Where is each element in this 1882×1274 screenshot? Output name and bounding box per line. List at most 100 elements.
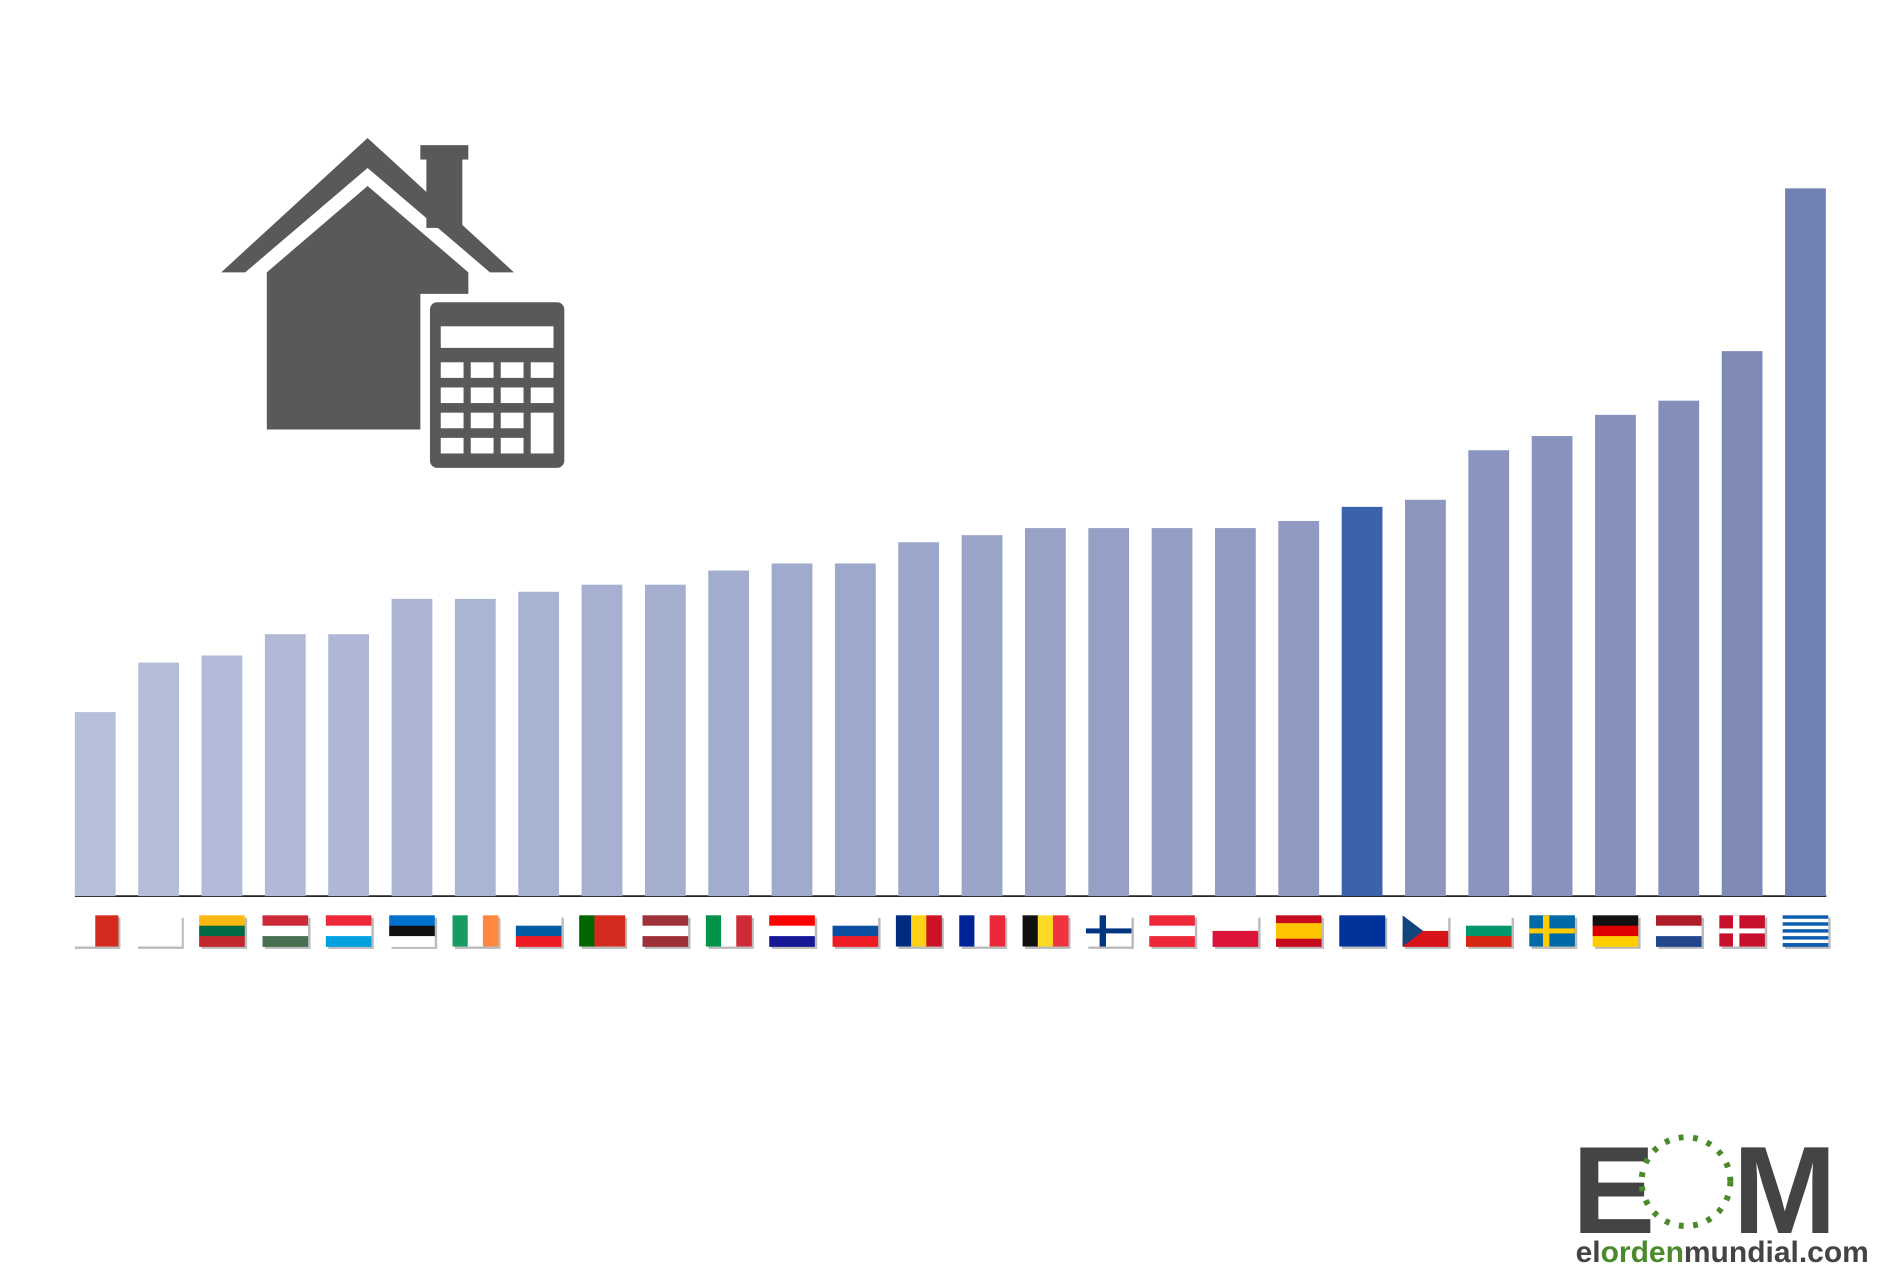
flag-stripe bbox=[515, 915, 562, 927]
flag-stripe bbox=[911, 915, 927, 947]
flag-stripe bbox=[1782, 936, 1829, 940]
flag-stripe bbox=[1037, 915, 1054, 947]
flag bbox=[1212, 915, 1261, 949]
flag bbox=[1465, 915, 1514, 949]
flag bbox=[1402, 915, 1451, 949]
flag-stripe bbox=[705, 915, 722, 947]
flag-stripe bbox=[1592, 936, 1639, 947]
flag-stripe bbox=[1465, 936, 1512, 947]
flag-stripe bbox=[1782, 932, 1829, 937]
flag-stripe bbox=[1782, 915, 1829, 920]
flag bbox=[1275, 915, 1324, 949]
flag bbox=[1085, 915, 1134, 949]
flag-stripe bbox=[1592, 925, 1639, 937]
flag-stripe bbox=[1782, 922, 1829, 927]
flag-stripe bbox=[1655, 936, 1702, 947]
flag-stripe bbox=[832, 936, 879, 947]
flag-cross bbox=[1529, 928, 1575, 934]
bar bbox=[644, 584, 686, 897]
flag-stripe bbox=[1149, 936, 1195, 947]
bar bbox=[74, 712, 116, 897]
flag bbox=[959, 915, 1008, 949]
flag-stripe bbox=[1212, 930, 1259, 947]
bar bbox=[328, 634, 370, 897]
flag bbox=[1022, 915, 1071, 949]
bar bbox=[454, 598, 496, 897]
flag-stripe bbox=[1782, 939, 1829, 944]
flag bbox=[135, 915, 184, 949]
flag-stripe bbox=[642, 936, 689, 947]
logo-url: elordenmundial.com bbox=[1576, 1236, 1869, 1269]
bar bbox=[201, 655, 243, 897]
flag bbox=[642, 915, 691, 949]
flag-stripe bbox=[515, 925, 562, 937]
flag-stripe bbox=[989, 915, 1006, 947]
logo: E M elordenmundial.com bbox=[1572, 1121, 1869, 1269]
flag-stripe bbox=[1655, 925, 1702, 937]
flag bbox=[325, 915, 374, 949]
flag-stripe bbox=[389, 936, 435, 947]
flag-stripe bbox=[199, 925, 245, 937]
flag bbox=[705, 915, 754, 949]
bar bbox=[1468, 450, 1510, 897]
flag bbox=[1655, 915, 1704, 949]
bar bbox=[1214, 528, 1256, 897]
flag-stripe bbox=[1465, 915, 1512, 927]
flag-stripe bbox=[594, 915, 610, 947]
flag-stripe bbox=[325, 936, 372, 947]
flag-stripe bbox=[389, 925, 435, 937]
flag-stripe bbox=[389, 915, 435, 927]
flag-stripe bbox=[262, 936, 309, 947]
flag bbox=[1782, 915, 1831, 949]
flag-cross bbox=[1085, 928, 1132, 934]
flag bbox=[515, 915, 564, 949]
flag-stripe bbox=[1275, 923, 1322, 932]
flag-stripe bbox=[199, 915, 245, 927]
bar bbox=[1658, 400, 1700, 897]
bar bbox=[898, 542, 940, 897]
flag-cross bbox=[1719, 928, 1765, 934]
logo-url-part: orden bbox=[1601, 1236, 1684, 1269]
bar bbox=[834, 563, 876, 897]
flag-stripe bbox=[482, 915, 499, 947]
flag-stripe bbox=[642, 915, 689, 927]
flag-stripe bbox=[262, 915, 309, 927]
bar bbox=[708, 570, 750, 897]
flag bbox=[769, 915, 818, 949]
flag-stripe bbox=[974, 915, 990, 947]
flag-stripe bbox=[1782, 925, 1829, 930]
flag-stripe bbox=[1052, 915, 1069, 947]
flag-stripe bbox=[1275, 915, 1322, 924]
logo-url-part: mundial.com bbox=[1684, 1236, 1869, 1269]
flag-stripe bbox=[1022, 915, 1039, 947]
bar bbox=[581, 584, 623, 897]
flag bbox=[199, 915, 248, 949]
flag-stripe bbox=[325, 915, 372, 927]
flag-triangle bbox=[1402, 915, 1424, 947]
flag-stripe bbox=[769, 936, 815, 947]
flag-stripe bbox=[262, 925, 309, 937]
flag bbox=[1719, 915, 1768, 949]
flag bbox=[1592, 915, 1641, 949]
bar bbox=[771, 563, 813, 897]
flag-stripe bbox=[769, 915, 815, 927]
flag-stripe bbox=[199, 936, 245, 947]
flag-stripe bbox=[1782, 918, 1829, 923]
flag-stripe bbox=[325, 925, 372, 937]
flag-stripe bbox=[1149, 925, 1195, 937]
flag-stripe bbox=[1149, 915, 1195, 927]
flag bbox=[452, 915, 501, 949]
bar bbox=[1088, 528, 1130, 897]
bar bbox=[1278, 520, 1320, 897]
logo-letter: M bbox=[1733, 1121, 1837, 1260]
flag-stripe bbox=[1275, 930, 1322, 940]
flag-stripe bbox=[135, 915, 182, 947]
flag-stripe bbox=[642, 925, 689, 937]
flag-stripe bbox=[1655, 915, 1702, 927]
flag-stripe bbox=[467, 915, 484, 947]
bar bbox=[1785, 188, 1826, 897]
bar bbox=[518, 591, 560, 897]
flag-stripe bbox=[895, 915, 912, 947]
flag-stripe bbox=[1339, 915, 1386, 947]
